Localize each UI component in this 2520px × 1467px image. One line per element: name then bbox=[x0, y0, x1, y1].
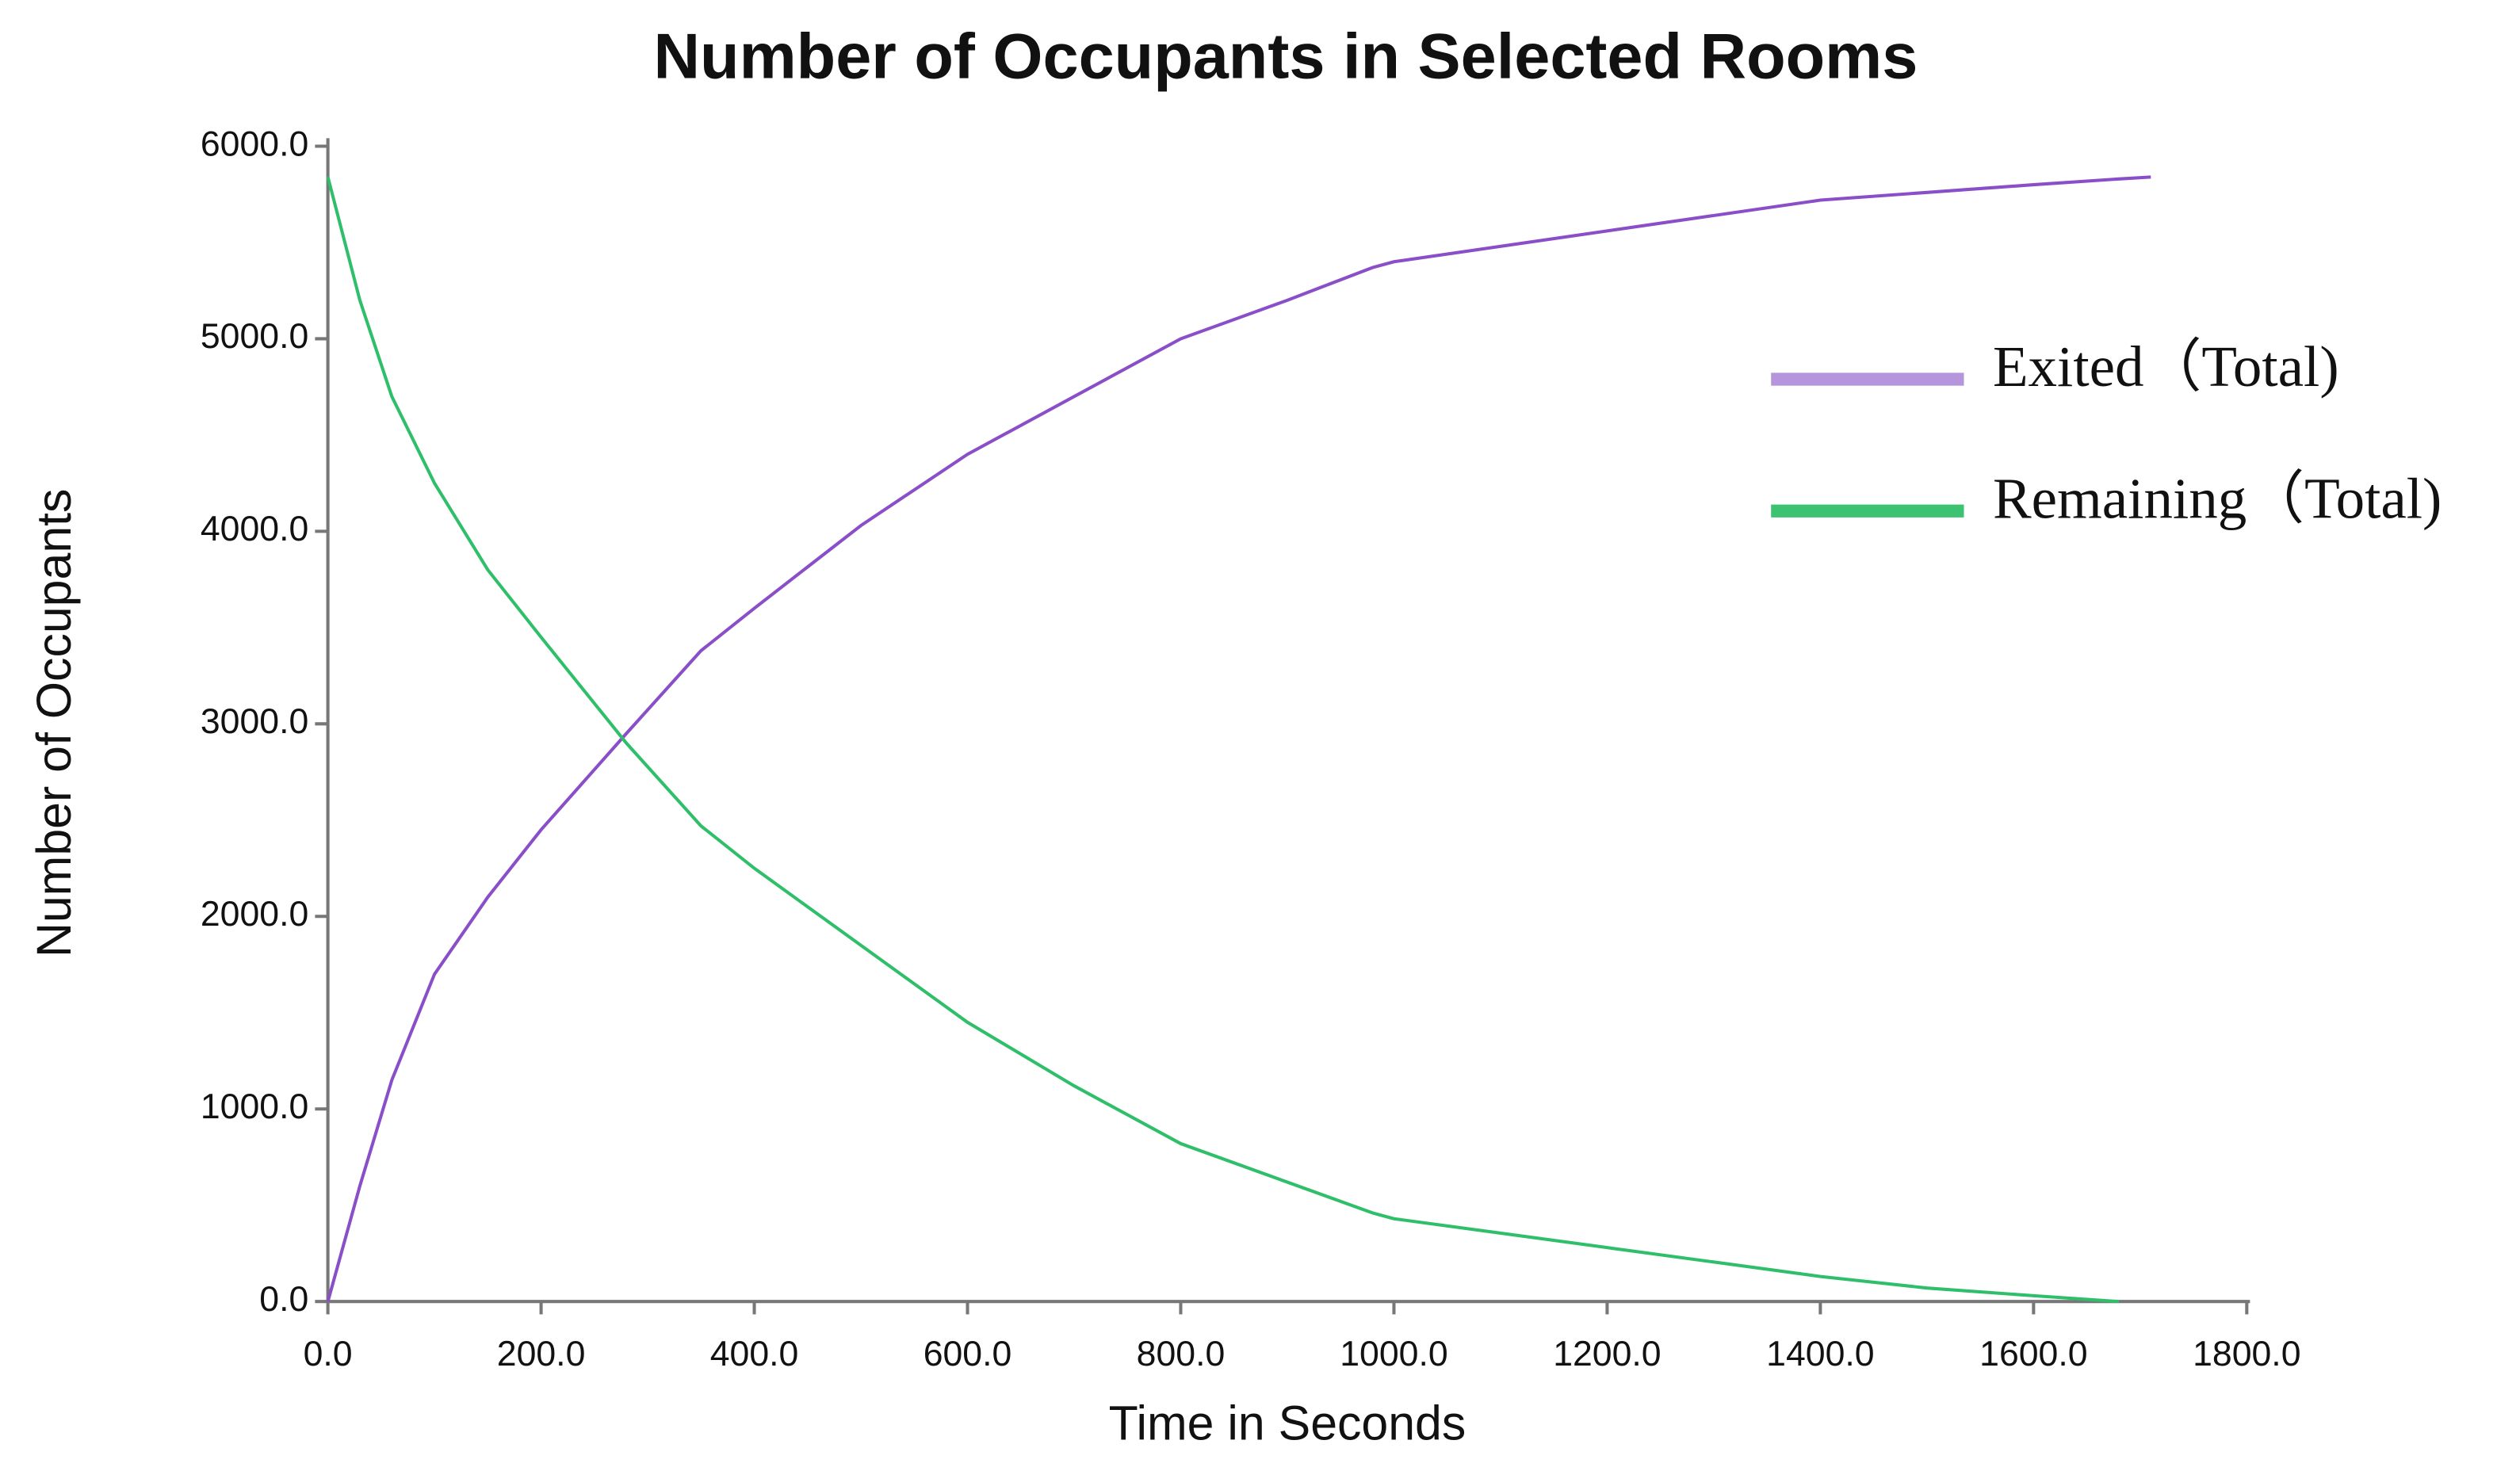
y-tick-label: 1000.0 bbox=[201, 1087, 308, 1126]
x-tick-label: 1800.0 bbox=[2193, 1335, 2300, 1373]
x-tick-label: 800.0 bbox=[1137, 1335, 1226, 1373]
x-tick-label: 600.0 bbox=[923, 1335, 1012, 1373]
x-tick-label: 0.0 bbox=[304, 1335, 353, 1373]
y-axis-label: Number of Occupants bbox=[27, 489, 81, 957]
chart-title: Number of Occupants in Selected Rooms bbox=[654, 21, 1918, 92]
x-tick-label: 200.0 bbox=[497, 1335, 586, 1373]
x-tick-label: 1000.0 bbox=[1340, 1335, 1447, 1373]
legend-label: Remaining（Total) bbox=[1993, 466, 2442, 530]
x-tick-label: 1400.0 bbox=[1766, 1335, 1874, 1373]
y-tick-label: 2000.0 bbox=[201, 895, 308, 934]
x-tick-label: 1200.0 bbox=[1553, 1335, 1661, 1373]
y-tick-label: 6000.0 bbox=[201, 124, 308, 163]
legend-label: Exited（Total) bbox=[1993, 334, 2339, 399]
x-axis-label: Time in Seconds bbox=[1109, 1396, 1466, 1450]
series-line bbox=[326, 175, 2151, 1302]
y-tick-label: 4000.0 bbox=[201, 510, 308, 548]
series-line bbox=[326, 176, 2120, 1304]
x-tick-label: 1600.0 bbox=[1979, 1335, 2087, 1373]
x-tick-label: 400.0 bbox=[710, 1335, 799, 1373]
y-tick-label: 0.0 bbox=[259, 1280, 308, 1319]
y-tick-label: 3000.0 bbox=[201, 702, 308, 741]
y-tick-label: 5000.0 bbox=[201, 317, 308, 356]
